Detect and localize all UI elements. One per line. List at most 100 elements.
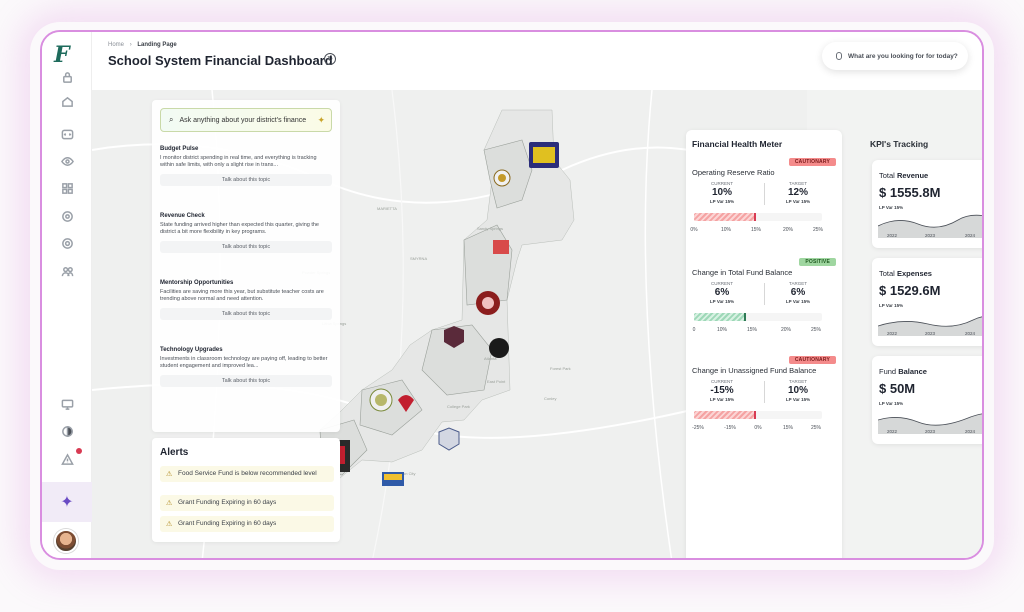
topic-title: Mentorship Opportunities (160, 280, 234, 286)
global-search[interactable]: What are you looking for for today? (822, 42, 968, 70)
kpi-years: 2022 2023 2024 2025 (878, 233, 982, 241)
kpi-label: Fund Balance (879, 367, 927, 376)
kpi-sparkline (878, 413, 982, 434)
talk-button[interactable]: Talk about this topic (160, 375, 332, 387)
target-column: TARGET 12% LP Var 15% (768, 181, 828, 204)
app-window: F ✦ Home › Landing Page School System Fi… (40, 30, 984, 560)
warning-icon: ⚠ (166, 471, 173, 478)
map-label: SMYRNA (410, 256, 427, 261)
tick-label: 0 (692, 327, 696, 333)
meter-bar (694, 313, 822, 321)
talk-button[interactable]: Talk about this topic (160, 174, 332, 186)
alert-text: Grant Funding Expiring in 60 days (178, 520, 277, 527)
year-label: 2023 (924, 331, 936, 336)
status-badge: POSITIVE (799, 258, 836, 266)
target-icon[interactable] (60, 236, 74, 250)
user-avatar[interactable] (54, 529, 78, 553)
year-label: 2022 (886, 233, 898, 238)
kpi-card-revenue[interactable]: Total Revenue $ 1555.8M LP Var 15% 2022 … (872, 160, 982, 248)
topic-text: Facilities are saving more this year, bu… (160, 289, 324, 303)
target-label: TARGET (789, 281, 807, 286)
monitor-icon[interactable] (60, 397, 74, 411)
contrast-icon[interactable] (60, 424, 74, 438)
ai-assistant-button[interactable]: ✦ (42, 482, 92, 522)
year-label: 2024 (964, 233, 976, 238)
year-label: 2023 (924, 429, 936, 434)
topic-text: Investments in classroom technology are … (160, 356, 328, 370)
target-value: 10% (787, 385, 808, 396)
refresh-icon[interactable]: ↻ (324, 53, 336, 65)
tick-label: 10% (716, 327, 728, 333)
microphone-icon[interactable] (836, 52, 842, 60)
kpi-sub: LP Var 15% (879, 401, 904, 406)
health-meter[interactable]: POSITIVE Change in Total Fund Balance CU… (692, 258, 836, 348)
kpi-label-bold: Balance (898, 367, 927, 376)
tick-label: 15% (782, 425, 794, 431)
alert-text: Grant Funding Expiring in 60 days (178, 499, 277, 506)
meter-ticks: -25% -15% 0% 15% 25% (692, 425, 826, 433)
talk-button[interactable]: Talk about this topic (160, 241, 332, 253)
current-value: -15% (710, 385, 734, 396)
health-meter[interactable]: CAUTIONARY Operating Reserve Ratio CURRE… (690, 158, 836, 248)
meter-marker (754, 411, 757, 419)
target-value: 6% (790, 287, 806, 298)
target-column: TARGET 10% LP Var 15% (768, 379, 828, 402)
brand-logo: F (54, 42, 70, 68)
map-label: Sandy Springs (477, 226, 503, 231)
meter-name: Operating Reserve Ratio (692, 168, 775, 177)
kpi-label: Total Revenue (879, 171, 928, 180)
grid-icon[interactable] (60, 181, 74, 195)
tick-label: 10% (720, 227, 732, 233)
view-icon[interactable] (60, 209, 74, 223)
kpi-label-prefix: Total (879, 269, 897, 278)
alert-item[interactable]: ⚠ Food Service Fund is below recommended… (160, 466, 334, 483)
current-label: CURRENT (711, 281, 733, 286)
kpi-label-prefix: Fund (879, 367, 899, 376)
kpi-label-prefix: Total (879, 171, 897, 180)
eye-icon[interactable] (60, 154, 74, 168)
tick-label: 25% (810, 327, 822, 333)
meter-name: Change in Total Fund Balance (692, 268, 793, 277)
map-label: Union City (397, 471, 415, 476)
meter-marker (744, 313, 747, 321)
tick-label: 25% (810, 425, 822, 431)
meter-bar (694, 411, 822, 419)
users-icon[interactable] (60, 264, 74, 278)
main-content: MARIETTA SMYRNA Sandy Springs Atlanta Po… (92, 90, 982, 558)
health-meter[interactable]: CAUTIONARY Change in Unassigned Fund Bal… (692, 356, 836, 446)
kpi-card-expenses[interactable]: Total Expenses $ 1529.6M LP Var 15% 2022… (872, 258, 982, 346)
talk-button[interactable]: Talk about this topic (160, 308, 332, 320)
meter-fill (694, 411, 756, 419)
school-logo-markers[interactable] (320, 142, 559, 486)
current-label: CURRENT (711, 181, 733, 186)
current-column: CURRENT 10% LP Var 15% (692, 181, 752, 204)
ask-input[interactable]: ⌕ Ask anything about your district's fin… (160, 108, 332, 132)
meter-name: Change in Unassigned Fund Balance (692, 366, 817, 375)
current-value: 10% (711, 187, 732, 198)
topic-text: State funding arrived higher than expect… (160, 222, 319, 236)
divider (764, 183, 765, 205)
ask-placeholder: Ask anything about your district's finan… (179, 116, 307, 124)
warning-icon[interactable] (60, 452, 74, 466)
code-icon[interactable] (60, 127, 74, 141)
kpi-card-fund-balance[interactable]: Fund Balance $ 50M LP Var 15% 2022 2023 … (872, 356, 982, 444)
lock-icon[interactable] (60, 70, 74, 84)
notification-dot (76, 448, 82, 454)
current-label: CURRENT (711, 379, 733, 384)
home-icon[interactable] (60, 94, 74, 108)
kpi-value: $ 50M (879, 381, 916, 396)
financial-health-panel: Financial Health Meter CAUTIONARY Operat… (686, 130, 842, 558)
alert-item[interactable]: ⚠ Grant Funding Expiring in 60 days (160, 516, 334, 533)
breadcrumb: Home › Landing Page (108, 42, 177, 48)
kpi-title: KPI's Tracking (870, 139, 929, 149)
status-badge: CAUTIONARY (788, 158, 836, 166)
year-label: 2022 (886, 429, 898, 434)
meter-fill (694, 213, 756, 221)
alerts-panel: Alerts ⚠ Food Service Fund is below reco… (152, 438, 340, 542)
alert-item[interactable]: ⚠ Grant Funding Expiring in 60 days (160, 495, 334, 512)
target-column: TARGET 6% LP Var 15% (768, 281, 828, 304)
kpi-label: Total Expenses (879, 269, 932, 278)
year-label: 2024 (964, 429, 976, 434)
breadcrumb-home[interactable]: Home (108, 42, 125, 48)
meter-ticks: 0% 10% 15% 20% 25% (690, 227, 826, 235)
